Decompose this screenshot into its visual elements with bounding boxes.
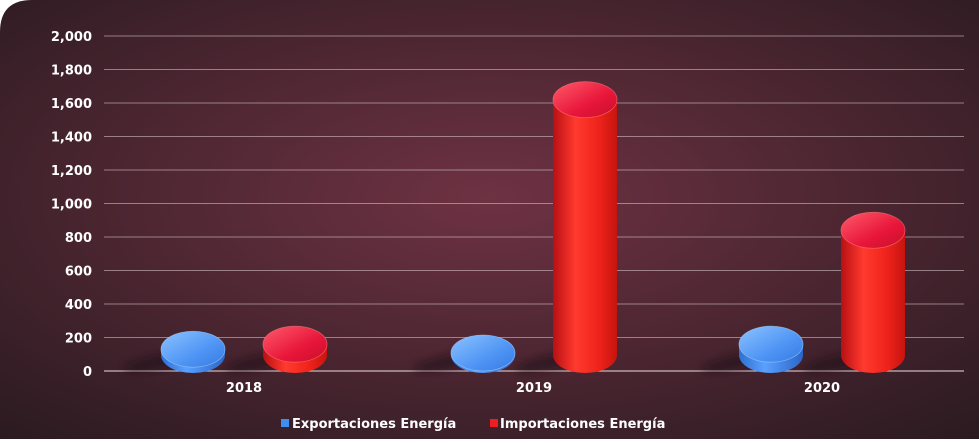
legend-swatch-exportaciones (281, 419, 289, 427)
bar-importaciones-2020 (840, 211, 906, 373)
y-tick-label: 0 (83, 365, 92, 380)
y-tick-label: 1,000 (51, 198, 92, 213)
x-tick-label: 2020 (804, 381, 840, 396)
bar-top-cap (840, 211, 906, 249)
y-tick-label: 600 (65, 265, 92, 280)
bar-top-cap (552, 81, 618, 119)
y-tick-label: 400 (65, 298, 92, 313)
bar-top-cap (160, 330, 226, 368)
bar-top-cap (262, 325, 328, 363)
bar-exportaciones-2018 (160, 330, 226, 373)
y-tick-label: 2,000 (51, 30, 92, 45)
x-axis-category-labels: 2018 2019 2020 (226, 381, 840, 396)
gridlines (104, 35, 964, 372)
bar-body (553, 99, 617, 374)
bar-body (841, 230, 905, 373)
y-tick-label: 200 (65, 332, 92, 347)
bar-exportaciones-2020 (738, 325, 804, 373)
legend: Exportaciones Energía Importaciones Ener… (281, 417, 665, 432)
y-tick-label: 800 (65, 231, 92, 246)
y-axis-tick-labels: 0 200 400 600 800 1,000 1,200 1,400 1,600 1,800 2,… (51, 30, 92, 380)
bar-importaciones-2018 (262, 325, 328, 373)
bar-importaciones-2019 (552, 81, 618, 374)
legend-label-importaciones: Importaciones Energía (500, 417, 665, 432)
x-tick-label: 2019 (516, 381, 552, 396)
bar-top-cap (738, 325, 804, 363)
y-tick-label: 1,400 (51, 131, 92, 146)
y-tick-label: 1,800 (51, 64, 92, 79)
bars (160, 81, 906, 374)
bar-exportaciones-2019 (450, 334, 516, 373)
x-tick-label: 2018 (226, 381, 262, 396)
y-tick-label: 1,200 (51, 164, 92, 179)
y-tick-label: 1,600 (51, 97, 92, 112)
legend-swatch-importaciones (490, 419, 498, 427)
bar-top-cap (450, 334, 516, 372)
legend-label-exportaciones: Exportaciones Energía (292, 417, 456, 432)
